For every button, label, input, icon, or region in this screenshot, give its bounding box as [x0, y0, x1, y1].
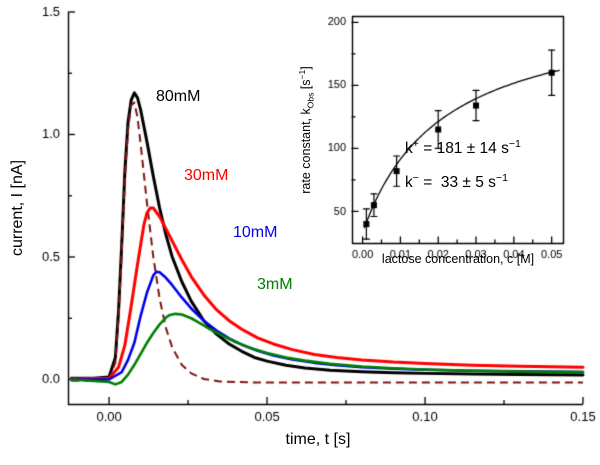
k-minus-symbol: k [405, 174, 413, 191]
k-plus-unit-sup: −1 [508, 137, 521, 150]
inset-y-title-mid: [s [299, 79, 313, 93]
inset-y-title-post: ] [299, 66, 313, 70]
annotation-k-plus: k+ = 181 ± 14 s−1 [405, 137, 521, 158]
annotation-k-minus: k− = 33 ± 5 s−1 [405, 171, 508, 192]
series-label-30mm: 30mM [184, 167, 229, 184]
inset-y-title-sub: Obs [305, 92, 316, 109]
main-y-axis-title: current, I [nA] [9, 159, 26, 257]
series-label-3mm: 3mM [257, 276, 293, 293]
k-plus-value: = 181 ± 14 s [418, 140, 509, 157]
k-minus-value: = 33 ± 5 s [418, 174, 496, 191]
inset-y-axis-title: rate constant, kObs [s−1] [296, 66, 316, 194]
k-minus-unit-sup: −1 [495, 171, 508, 184]
inset-x-axis-title: lactose concentration, c [M] [381, 252, 535, 266]
main-x-axis-title: time, t [s] [285, 431, 351, 448]
k-plus-symbol: k [405, 140, 413, 157]
inset-y-title-sup: −1 [296, 69, 307, 80]
k-plus-sup: + [412, 137, 419, 150]
series-label-80mm: 80mM [156, 88, 201, 105]
series-label-10mm: 10mM [233, 224, 278, 241]
k-minus-sup: − [412, 171, 419, 184]
inset-y-title-pre: rate constant, k [299, 108, 313, 194]
